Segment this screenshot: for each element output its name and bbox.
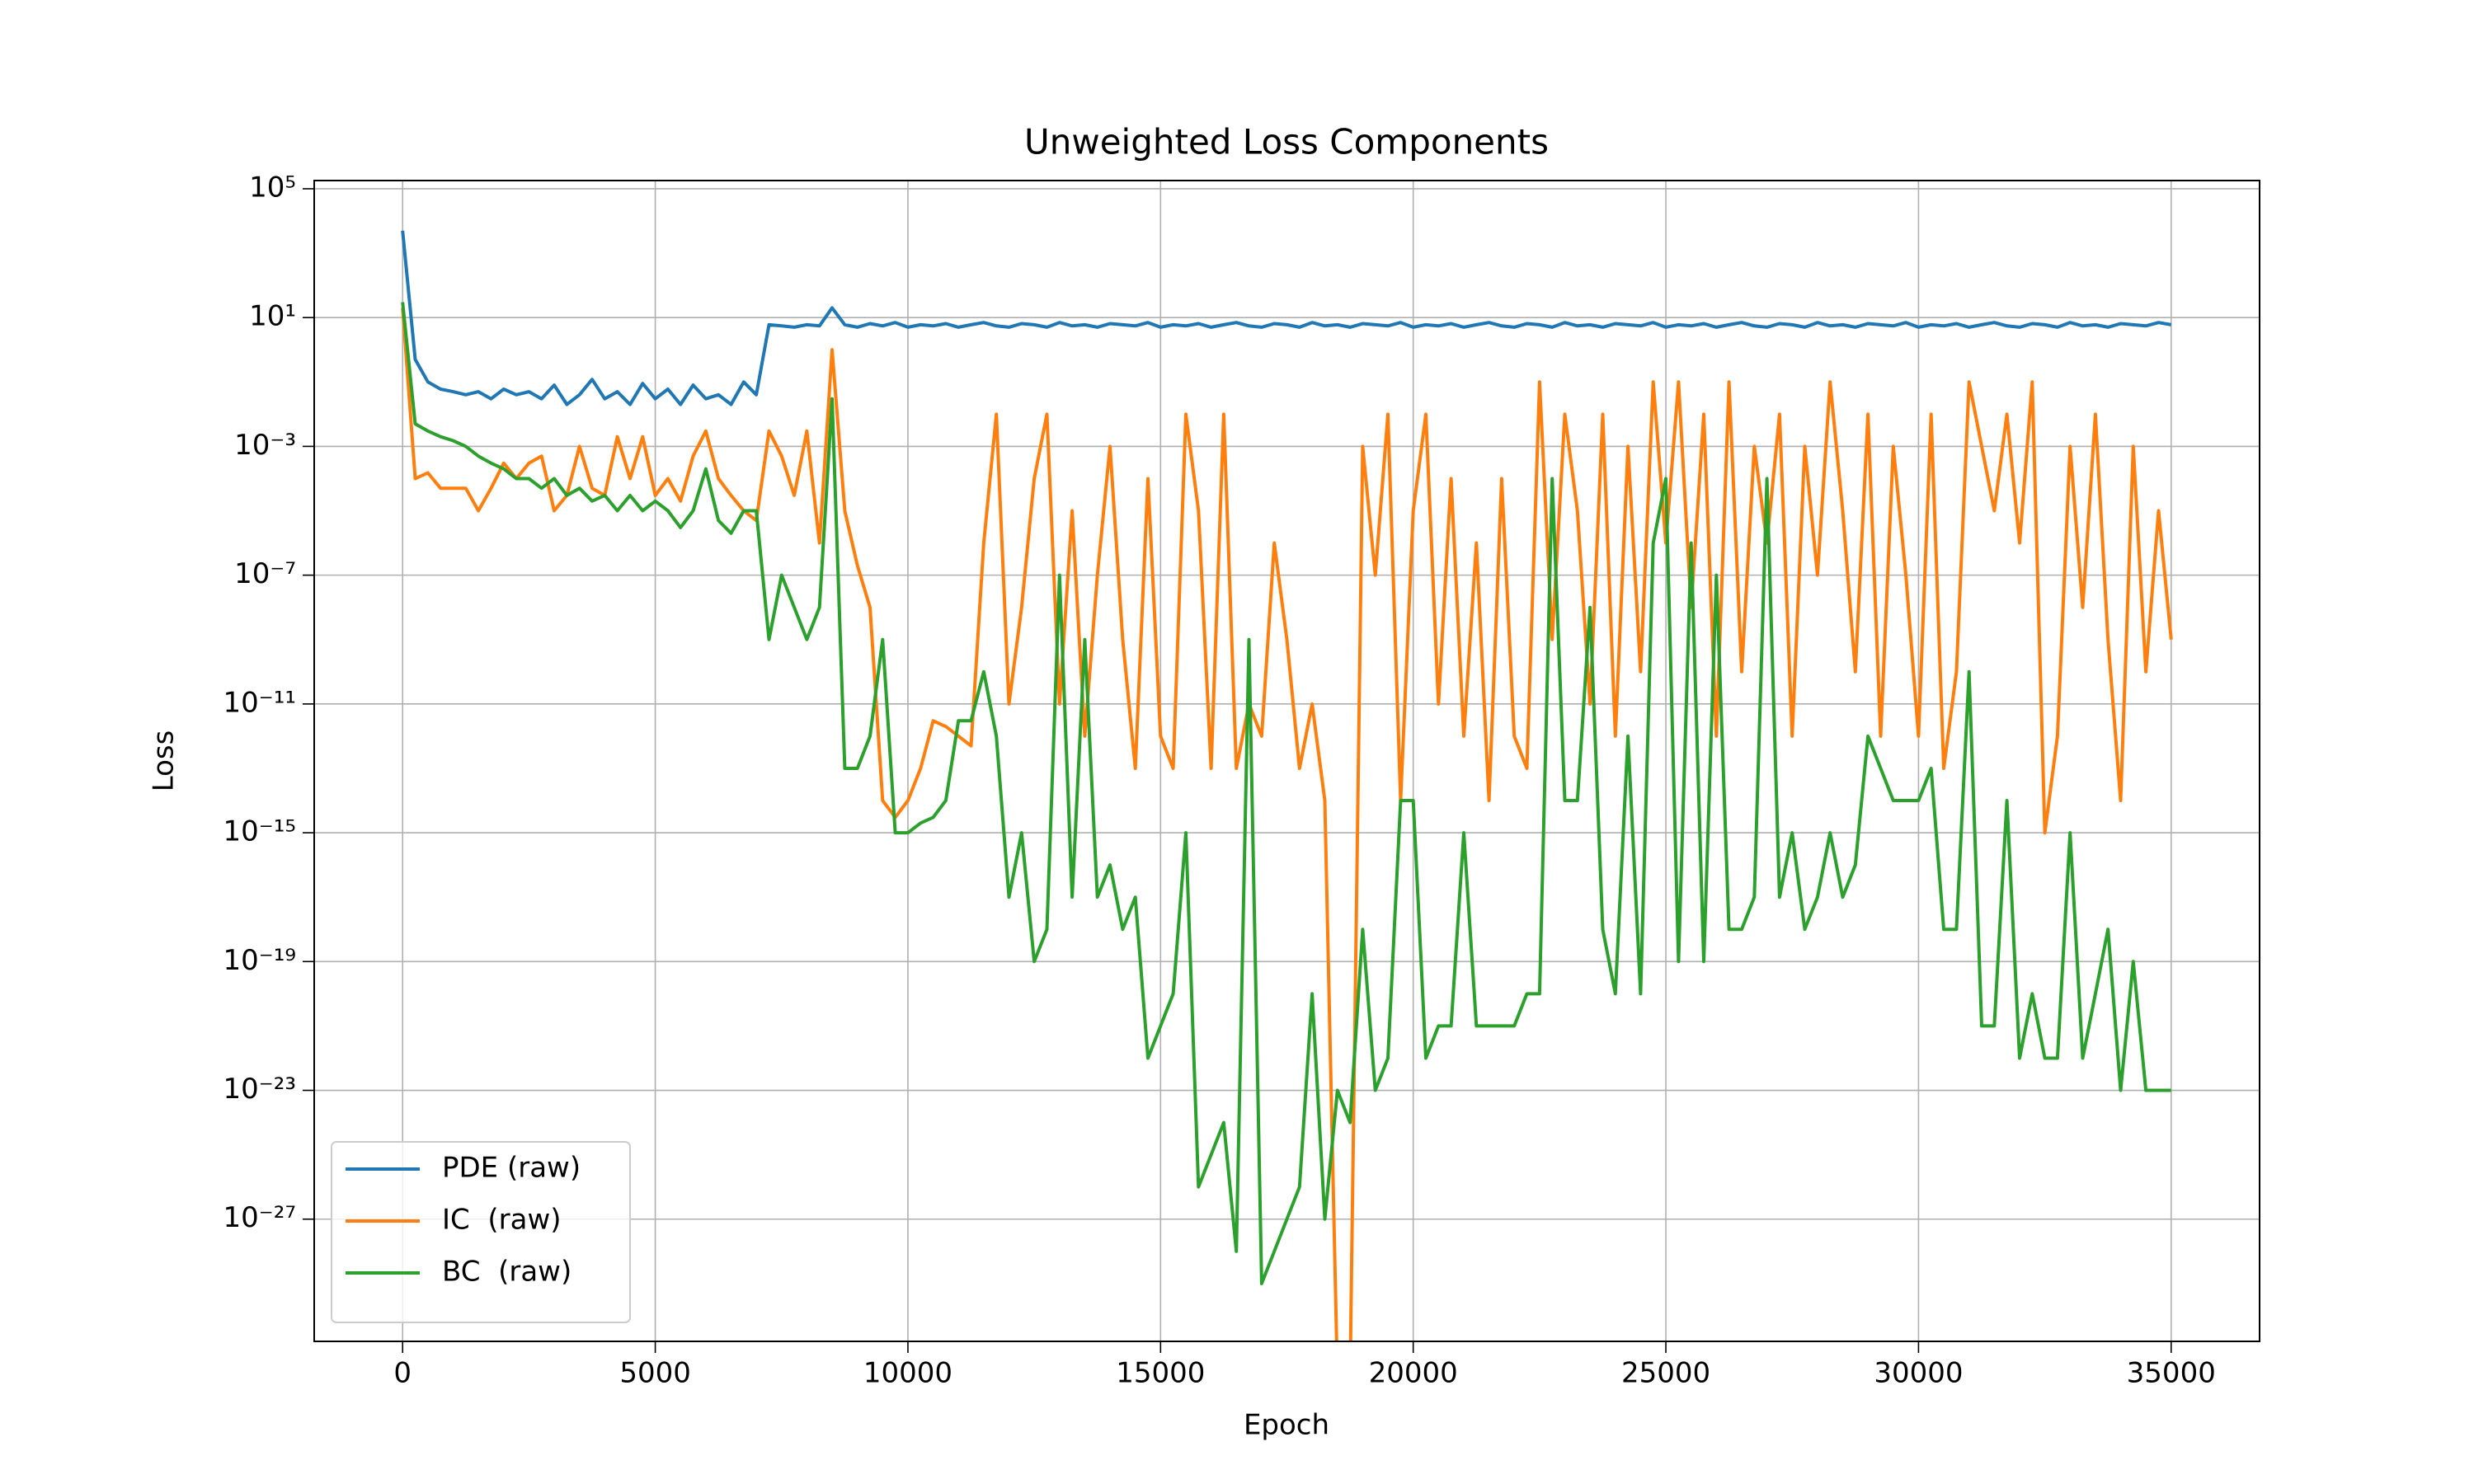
legend-label: BC (raw) (442, 1256, 571, 1289)
y-tick-label: 10⁻²³ (223, 1073, 296, 1106)
y-tick-label: 10¹ (249, 300, 296, 333)
y-tick-label: 10⁻¹⁵ (223, 815, 296, 848)
x-axis-label: Epoch (1244, 1409, 1329, 1442)
y-tick-label: 10⁻⁷ (234, 557, 296, 590)
series-line (401, 302, 2171, 1285)
x-tick-label: 35000 (2127, 1357, 2216, 1390)
x-tick-label: 30000 (1874, 1357, 1963, 1390)
y-tick-label: 10⁵ (249, 171, 296, 204)
y-tick-label: 10⁻²⁷ (223, 1201, 296, 1234)
x-tick-label: 0 (393, 1357, 412, 1390)
chart-title: Unweighted Loss Components (1024, 122, 1549, 162)
x-tick-label: 20000 (1369, 1357, 1458, 1390)
y-tick-label: 10⁻³ (234, 429, 296, 462)
series-line (401, 308, 2173, 1341)
legend-label: IC (raw) (442, 1204, 562, 1237)
y-axis-label: Loss (148, 730, 181, 792)
plot-frame (313, 180, 2260, 1342)
x-tick-label: 5000 (619, 1357, 691, 1390)
x-tick-label: 15000 (1116, 1357, 1205, 1390)
legend-label: PDE (raw) (442, 1152, 581, 1185)
x-tick-label: 25000 (1621, 1357, 1710, 1390)
y-tick-label: 10⁻¹⁹ (223, 944, 296, 977)
y-tick-label: 10⁻¹¹ (223, 686, 296, 719)
legend-box (331, 1141, 631, 1323)
series-line (401, 230, 2172, 406)
x-tick-label: 10000 (863, 1357, 952, 1390)
